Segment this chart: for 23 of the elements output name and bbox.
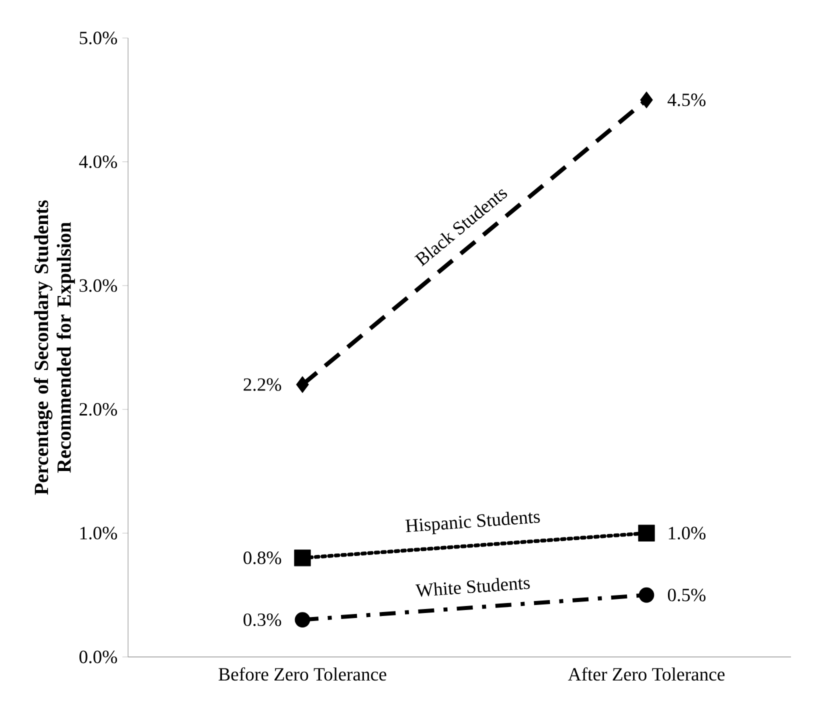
series-label: Hispanic Students [405, 512, 540, 534]
point [294, 612, 310, 628]
data-label: 0.3% [244, 613, 282, 626]
point [638, 587, 654, 603]
x-tick-label: Before Zero Tolerance [218, 667, 386, 681]
data-label: 1.0% [668, 526, 706, 540]
y-tick-label: 1.0% [80, 526, 118, 540]
y-tick-label: 5.0% [80, 32, 118, 44]
point [296, 376, 309, 393]
data-label: 0.8% [244, 552, 282, 564]
y-tick-label: 0.0% [79, 650, 118, 664]
point [640, 92, 653, 108]
y-axis-title: Percentage of Secondary Students Recommended for Expulsion [34, 200, 75, 495]
series-label: White Students [415, 578, 530, 597]
y-tick-label: 3.0% [80, 279, 118, 292]
data-label: 2.2% [244, 378, 282, 391]
point [638, 524, 655, 542]
y-tick-label: 4.0% [79, 155, 118, 168]
x-tick-label: After Zero Tolerance [568, 667, 725, 681]
data-label: 0.5% [668, 588, 706, 602]
point [294, 550, 311, 566]
data-label: 4.5% [668, 94, 706, 106]
y-tick-label: 2.0% [80, 403, 118, 416]
